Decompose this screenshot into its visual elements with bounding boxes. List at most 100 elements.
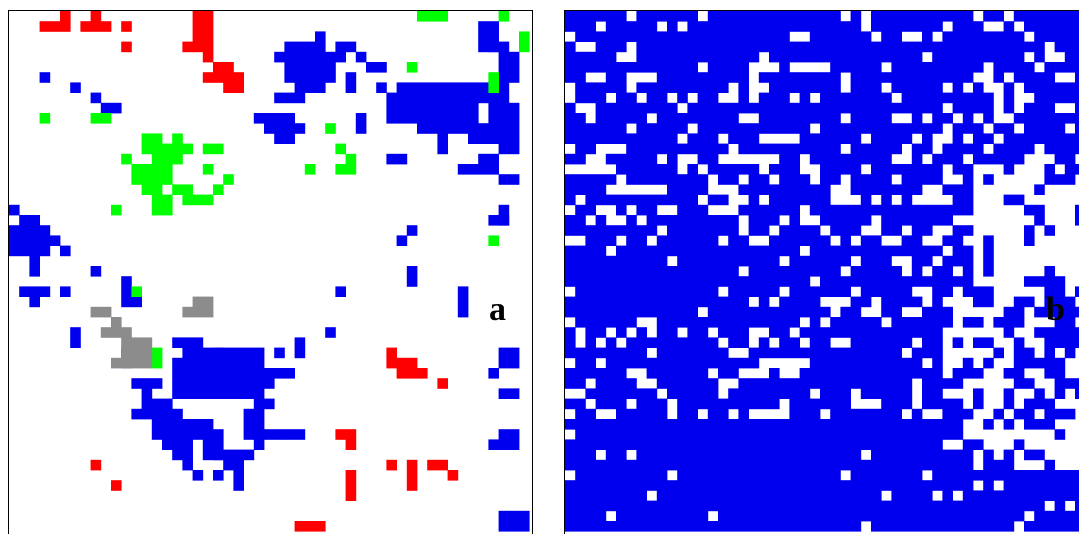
red-cell [182,41,214,53]
blue-cell [605,449,627,461]
blue-cell [498,429,520,440]
blue-cell [335,286,346,297]
blue-cell [860,388,913,399]
blue-cell [656,378,719,389]
blue-cell [274,133,295,144]
blue-cell [962,317,984,328]
blue-cell [29,296,40,308]
blue-cell [565,368,627,379]
blue-cell [498,388,520,399]
blue-cell [172,337,204,348]
blue-cell [728,286,780,297]
blue-cell [942,31,1025,42]
blue-cell [758,337,770,348]
blue-cell [871,164,943,175]
blue-cell [616,327,627,338]
blue-cell [1003,92,1015,104]
blue-cell [962,357,974,369]
blue-cell [656,347,729,359]
blue-cell [952,133,964,144]
blue-cell [1054,317,1076,328]
blue-cell [952,164,974,175]
blue-cell [871,11,974,22]
blue-cell [100,102,122,114]
blue-cell [565,215,586,226]
blue-cell [769,368,780,379]
blue-cell [656,235,719,246]
red-cell [121,41,132,53]
green-cell [335,143,346,155]
blue-cell [738,408,749,420]
blue-cell [758,92,790,104]
blue-cell [1024,235,1035,246]
blue-cell [758,113,841,124]
blue-cell [922,398,964,410]
green-cell [488,72,499,93]
blue-cell [1003,133,1079,144]
blue-cell [39,235,61,246]
red-cell [294,521,326,532]
red-cell [447,470,459,481]
blue-cell [565,102,576,114]
blue-cell [565,398,586,410]
red-cell [223,82,234,93]
blue-cell [1003,102,1015,114]
green-cell [111,204,122,216]
blue-cell [809,153,892,165]
blue-cell [850,174,892,185]
blue-cell [707,408,729,420]
blue-cell [850,337,913,348]
blue-cell [728,133,760,144]
blue-cell [769,164,800,175]
blue-cell [1044,225,1055,236]
blue-cell [616,510,709,522]
blue-cell [1013,439,1025,450]
blue-cell [667,388,719,399]
blue-cell [478,153,499,165]
blue-cell [820,164,862,175]
blue-cell [1013,378,1035,389]
blue-cell [1034,388,1045,399]
blue-cell [1024,398,1055,410]
blue-cell [565,225,658,236]
red-cell [202,51,214,63]
blue-cell [1024,204,1045,216]
blue-cell [1034,327,1079,338]
blue-cell [565,347,647,359]
blue-cell [973,82,984,93]
blue-cell [687,133,719,144]
blue-cell [1075,500,1079,512]
blue-cell [284,41,326,53]
blue-cell [565,378,586,389]
green-cell [151,153,183,165]
blue-cell [779,174,811,185]
blue-cell [993,317,1025,328]
blue-cell [565,266,739,277]
blue-cell [942,143,984,155]
blue-cell [871,133,913,144]
blue-cell [1044,337,1079,348]
blue-cell [575,429,964,440]
blue-cell [595,398,627,410]
blue-cell [820,92,892,104]
blue-cell [677,255,780,267]
blue-cell [799,133,862,144]
blue-cell [962,490,1079,501]
blue-cell [1024,82,1079,93]
blue-cell [1034,510,1079,522]
green-cell [151,194,173,216]
blue-cell [585,337,596,348]
red-cell [60,11,71,22]
blue-cell [962,266,974,277]
blue-cell [1003,368,1025,379]
blue-cell [850,266,902,277]
green-cell [121,153,132,165]
gray-cell [111,357,142,369]
red-cell [345,439,357,450]
blue-cell [565,174,617,185]
blue-cell [707,164,760,175]
blue-cell [396,82,479,93]
blue-cell [748,174,770,185]
blue-cell [223,378,275,389]
blue-cell [973,296,994,308]
